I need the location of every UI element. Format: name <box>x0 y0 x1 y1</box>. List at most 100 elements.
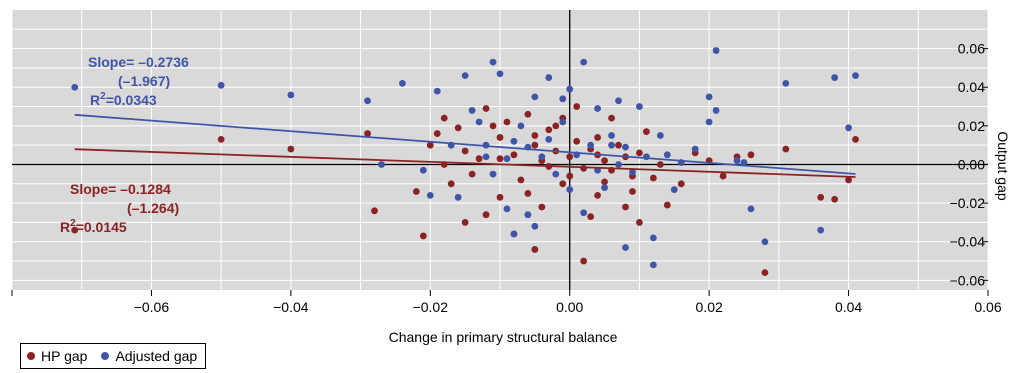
hp-gap-annotation: Slope= –0.1284 (–1.264) R2=0.0145 <box>60 181 179 235</box>
legend-item-hp-gap: HP gap <box>27 348 87 364</box>
adjusted-gap-point <box>747 205 755 213</box>
hp-gap-point <box>287 145 295 153</box>
data-points <box>71 47 859 277</box>
adjusted-gap-point <box>845 124 852 132</box>
hp-gap-point <box>217 135 225 143</box>
x-tick-label: −0.06 <box>134 299 170 315</box>
hp-gap-point <box>601 178 608 186</box>
hp-gap-point <box>845 176 852 184</box>
adjusted-gap-point <box>580 209 588 217</box>
adjusted-gap-point <box>503 205 511 213</box>
adjusted-gap-point <box>489 58 497 66</box>
adjusted-gap-point <box>712 47 720 54</box>
hp-gap-point <box>489 122 497 130</box>
hp-gap-point <box>663 201 671 209</box>
hp-gap-point <box>622 203 629 211</box>
adjusted-gap-point <box>608 141 615 149</box>
adjusted-gap-point <box>566 85 574 93</box>
adjusted-gap-point <box>517 122 525 130</box>
adjusted-gap-point <box>761 238 769 246</box>
legend-label: HP gap <box>41 348 88 364</box>
adjusted-gap-point <box>712 107 720 114</box>
adjusted-gap-point <box>670 186 678 193</box>
hp-gap-point <box>636 149 643 157</box>
adjusted-gap-point <box>510 137 518 145</box>
hp-gap-point <box>573 103 581 110</box>
hp-gap-point <box>524 110 532 118</box>
adjusted-gap-point <box>496 70 504 78</box>
hp-gap-point <box>364 130 371 137</box>
adjusted-gap-point <box>510 230 518 238</box>
adjusted-gap-point <box>649 234 657 242</box>
hp-gap-point <box>643 128 650 136</box>
hp-gap-point <box>371 207 378 215</box>
hp-gap-point <box>419 232 427 240</box>
hp-gap-point <box>649 174 657 182</box>
hp-gap-point <box>831 195 839 203</box>
y-tick-label: −0.04 <box>950 234 986 250</box>
hp-gap-point <box>524 190 532 197</box>
hp-gap-point <box>580 257 588 265</box>
hp-gap-fit-line <box>74 148 856 178</box>
hp-gap-point <box>608 114 615 122</box>
hp-gap-point <box>559 180 567 188</box>
hp-gap-point <box>426 141 434 149</box>
x-axis-title: Change in primary structural balance <box>389 329 618 345</box>
x-tick-label: 0.06 <box>974 299 1001 315</box>
adjusted-gap-point <box>817 226 825 234</box>
hp-gap-point <box>636 219 643 226</box>
hp-gap-point <box>510 151 518 159</box>
adjusted-gap-point <box>524 211 532 219</box>
fit-lines <box>74 113 856 178</box>
hp-gap-point <box>782 145 790 153</box>
y-tick-label: −0.06 <box>950 272 986 288</box>
hp-gap-point <box>566 153 574 161</box>
adjusted-gap-point <box>601 184 608 192</box>
hp-gap-point <box>71 226 79 234</box>
adjusted-gap-point <box>461 72 469 80</box>
adjusted-gap-point <box>656 132 664 139</box>
adjusted-gap-point <box>364 97 371 105</box>
hp-gap-point <box>517 176 525 184</box>
hp-gap-point <box>475 155 483 163</box>
adjusted-gap-point <box>552 170 560 178</box>
adjusted-gap-point <box>663 151 671 159</box>
adjusted-gap-point <box>531 93 539 101</box>
hp-gap-point <box>615 141 622 149</box>
adjusted-gap-annotation: Slope= –0.2736 (–1.967) R2=0.0343 <box>88 54 189 108</box>
adjusted-gap-point <box>622 244 629 251</box>
adjusted-gap-point <box>594 105 601 112</box>
adjusted-gap-point <box>615 97 622 105</box>
y-tick-label: 0.00 <box>958 156 985 172</box>
adjusted-gap-point <box>629 168 636 176</box>
adjusted-gap-point <box>475 118 483 126</box>
adjusted-gap-point <box>852 72 859 80</box>
hp-gap-point <box>447 180 455 188</box>
adjusted-gap-point <box>705 118 713 126</box>
hp-gap-point <box>587 213 595 221</box>
hp-gap-point <box>566 172 574 180</box>
adjusted-gap-fit-line <box>74 113 856 175</box>
adjusted-gap-point <box>559 118 567 126</box>
x-tick-label: 0.02 <box>696 299 723 315</box>
hp-gap-point <box>461 147 469 155</box>
hp-gap-point <box>531 246 539 253</box>
adjusted-gap-point <box>399 79 406 87</box>
x-tick-label: −0.02 <box>413 299 449 315</box>
hp-gap-point <box>496 193 504 201</box>
adjusted-gap-point <box>538 153 546 161</box>
legend-label: Adjusted gap <box>115 348 198 364</box>
hp-gap-point <box>594 191 601 199</box>
adjusted-gap-point <box>217 81 225 89</box>
y-axis-title: Output gap <box>995 131 1009 200</box>
adjusted-gap-point <box>608 132 615 139</box>
x-axis-ticks: −0.06 −0.04 −0.02 0.00 0.02 0.04 0.06 <box>11 290 1002 315</box>
hp-gap-point <box>496 155 504 163</box>
adjusted-gap-point <box>691 145 699 153</box>
hp-gap-point <box>454 124 462 132</box>
adjusted-gap-point <box>580 58 588 66</box>
adjusted-gap-point <box>545 135 553 143</box>
x-tick-label: −0.04 <box>273 299 309 315</box>
x-tick-label: 0.00 <box>556 299 583 315</box>
